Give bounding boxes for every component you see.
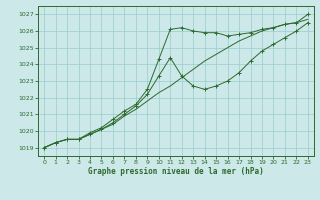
X-axis label: Graphe pression niveau de la mer (hPa): Graphe pression niveau de la mer (hPa)	[88, 167, 264, 176]
